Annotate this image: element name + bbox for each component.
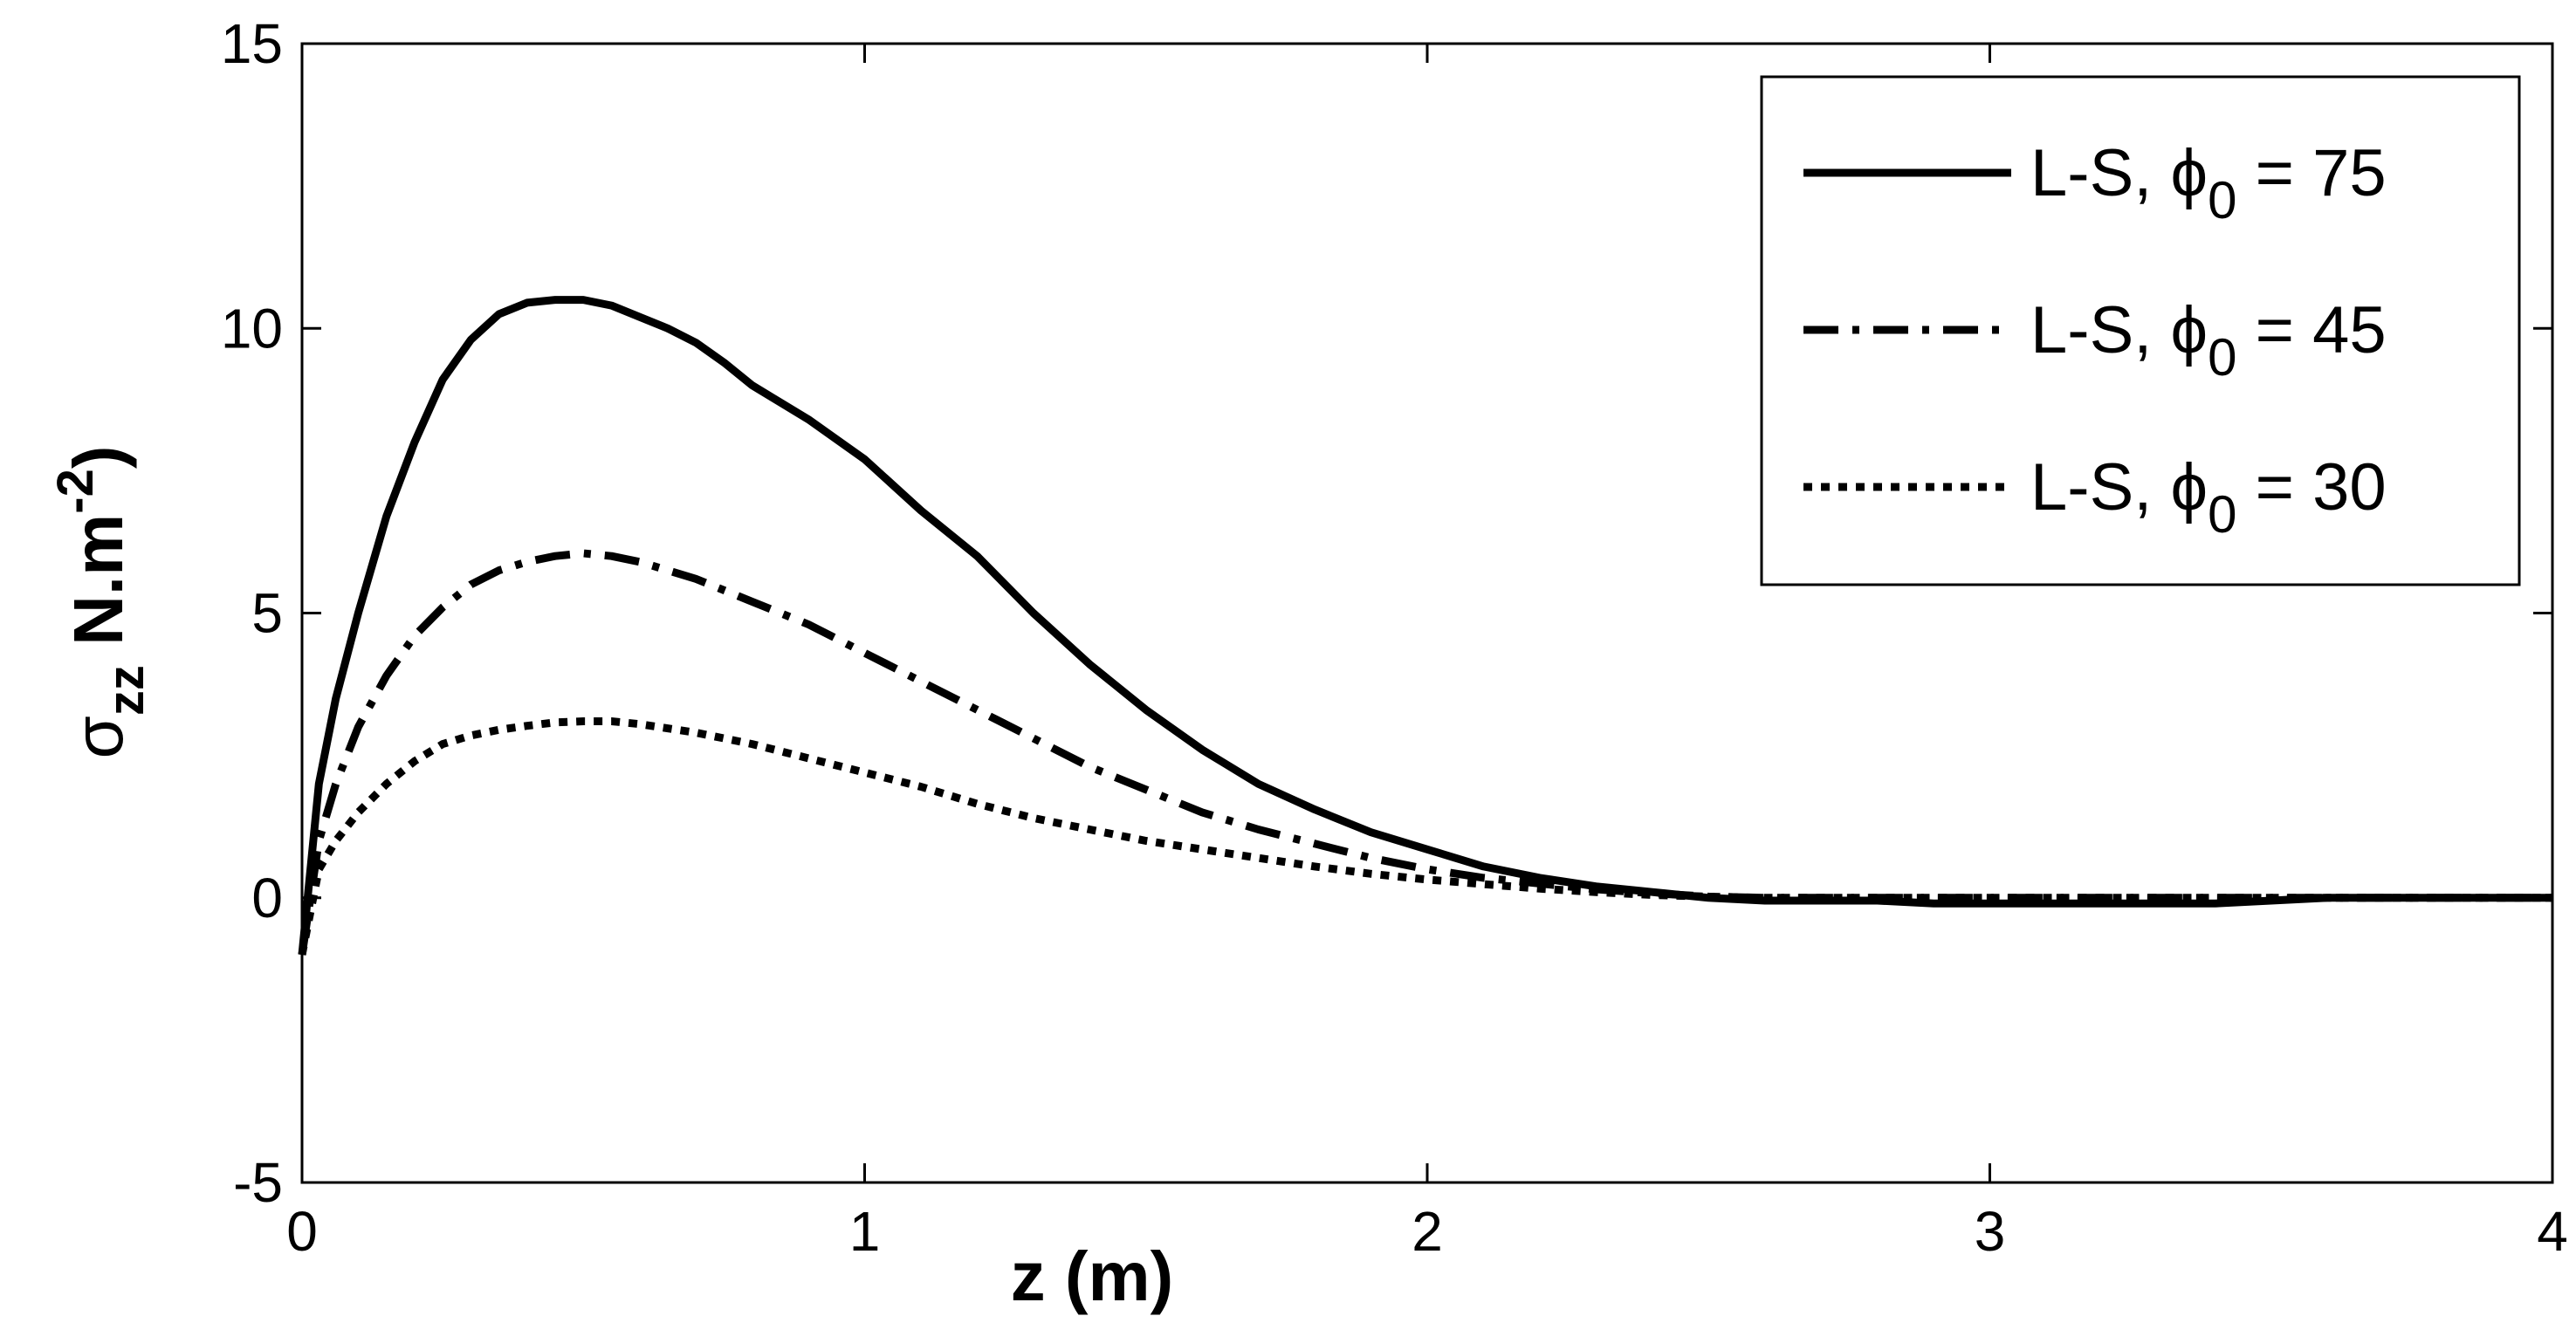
y-tick-label: 0 bbox=[251, 867, 283, 929]
legend-entries: L-S, ϕ0 = 75 L-S, ϕ0 = 45 L-S, ϕ0 = 30 bbox=[1803, 136, 2387, 544]
legend-label-1: L-S, ϕ0 = 75 bbox=[2030, 136, 2387, 230]
x-tick-label: 2 bbox=[1412, 1200, 1443, 1263]
series-layer bbox=[298, 296, 2552, 956]
legend: L-S, ϕ0 = 75 L-S, ϕ0 = 45 L-S, ϕ0 = 30 bbox=[1760, 75, 2521, 586]
x-tick-label: 1 bbox=[849, 1200, 881, 1263]
svg-text:σzz N.m-2): σzz N.m-2) bbox=[47, 446, 155, 759]
y-tick-label: 10 bbox=[221, 297, 283, 360]
y-axis-title: σzz N.m-2) bbox=[47, 446, 155, 759]
x-tick-label: 3 bbox=[1975, 1200, 2006, 1263]
y-axis-superscript: -2 bbox=[47, 469, 104, 514]
y-tick-label: 15 bbox=[221, 12, 283, 75]
x-tick-label: 4 bbox=[2537, 1200, 2568, 1263]
y-axis-close-paren: ) bbox=[59, 446, 137, 470]
y-axis-subscript: zz bbox=[98, 665, 155, 716]
legend-label-2: L-S, ϕ0 = 45 bbox=[2030, 293, 2387, 387]
y-tick-label: -5 bbox=[233, 1151, 283, 1214]
series-line-3 bbox=[298, 717, 2552, 956]
y-tick-label: 5 bbox=[251, 582, 283, 645]
y-axis-unit: N.m bbox=[59, 514, 137, 665]
y-axis-symbol: σ bbox=[59, 716, 137, 758]
x-axis-title: z (m) bbox=[1011, 1237, 1174, 1315]
legend-label-3: L-S, ϕ0 = 30 bbox=[2030, 450, 2387, 544]
x-tick-label: 0 bbox=[286, 1200, 318, 1263]
